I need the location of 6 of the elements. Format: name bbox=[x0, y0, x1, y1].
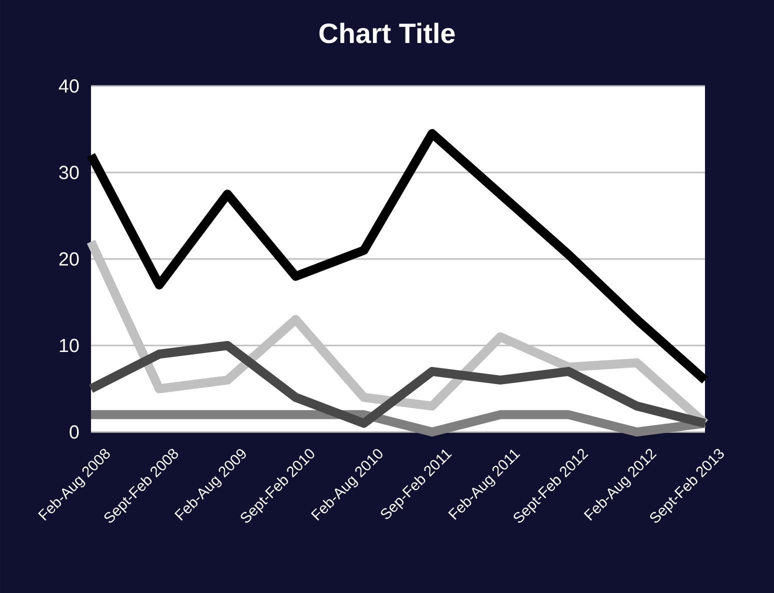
chart-title: Chart Title bbox=[319, 22, 455, 44]
y-tick-label: 20 bbox=[59, 252, 79, 266]
y-tick-label: 40 bbox=[58, 79, 79, 93]
y-tick-label: 10 bbox=[60, 338, 79, 352]
y-tick-label: 30 bbox=[59, 166, 79, 180]
y-tick-label: 0 bbox=[70, 425, 79, 439]
